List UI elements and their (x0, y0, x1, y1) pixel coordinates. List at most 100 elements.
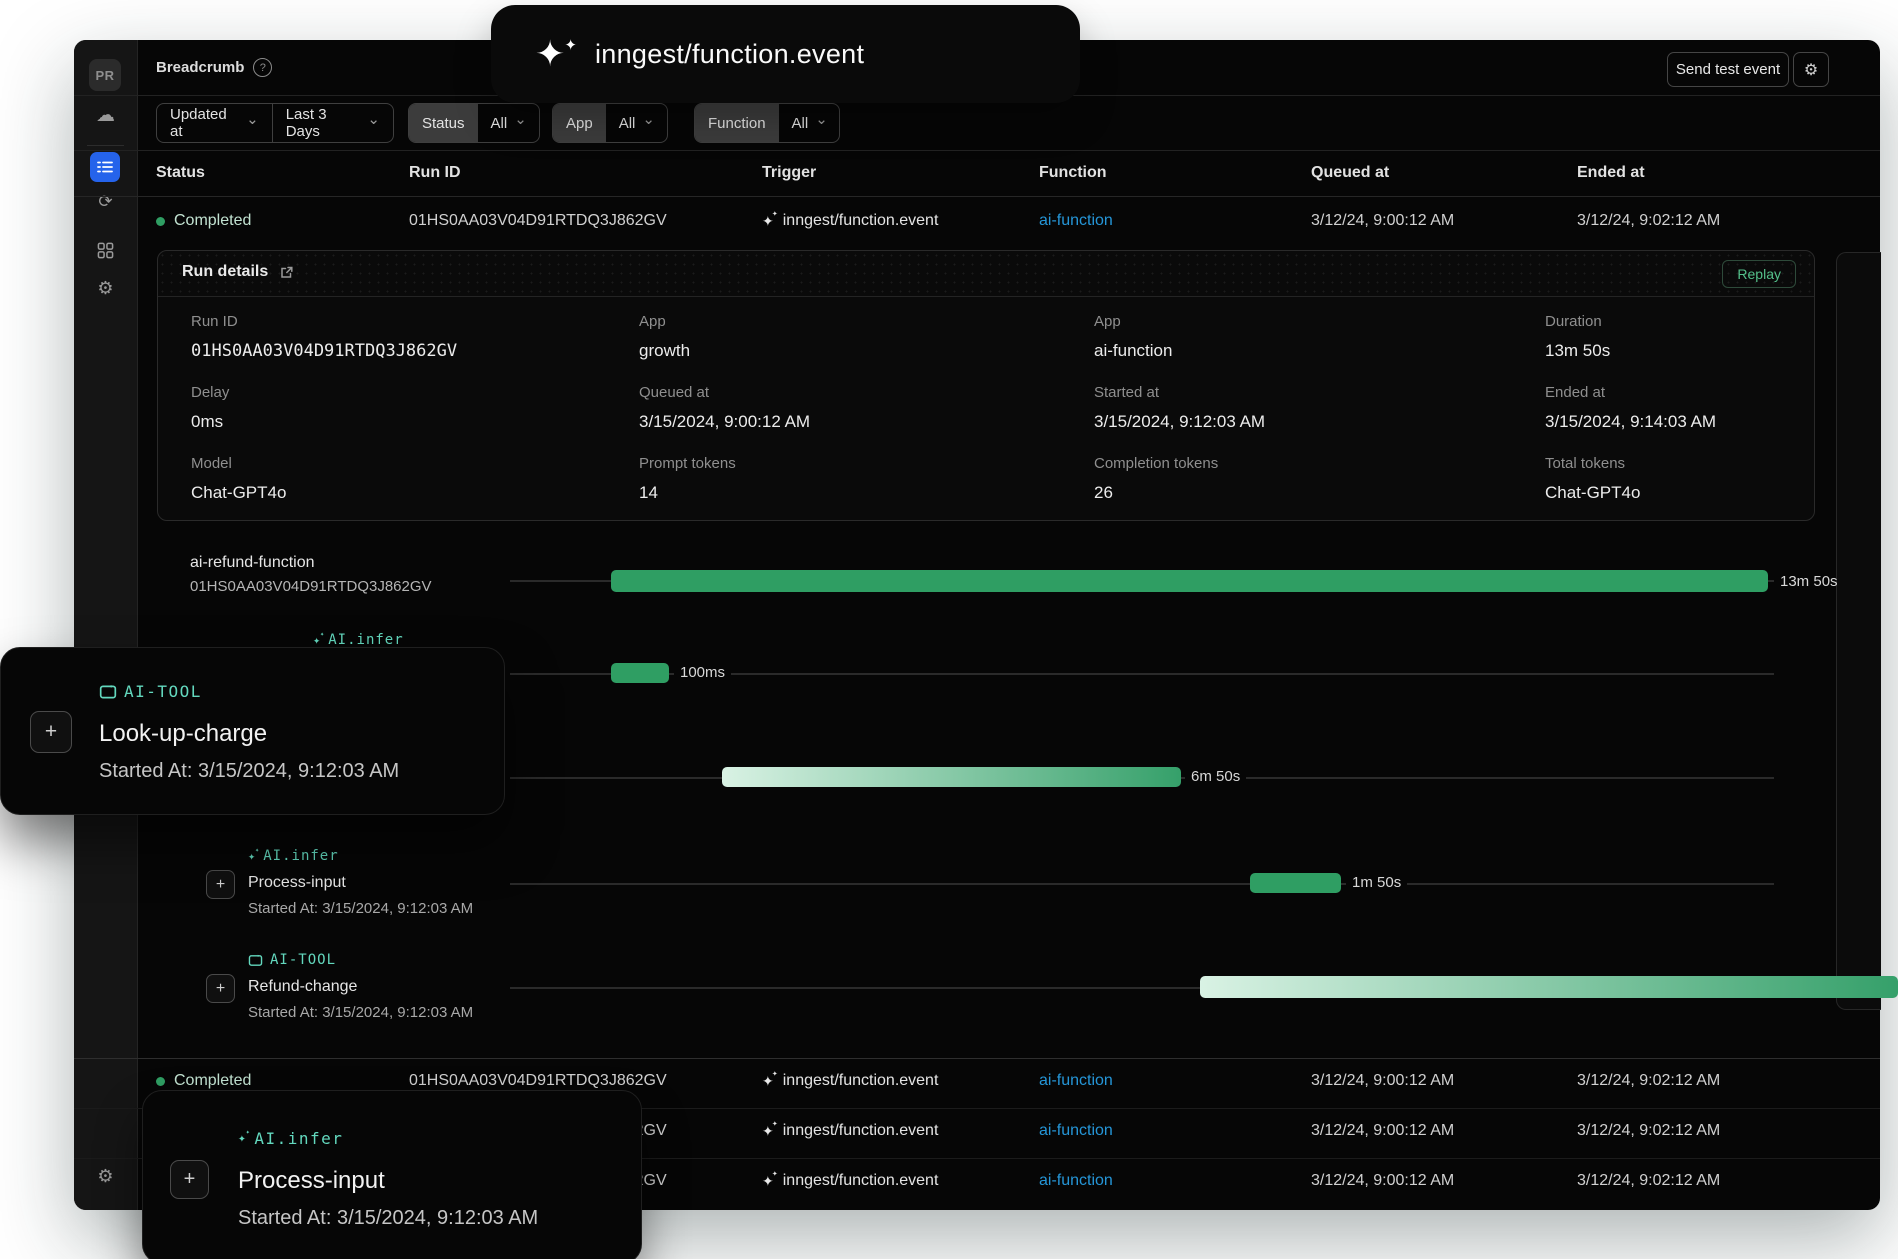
run-trigger: inngest/function.event (782, 1172, 939, 1189)
header-divider (74, 196, 1880, 197)
queued-at: 3/12/24, 9:00:12 AM (1311, 1172, 1455, 1189)
refresh-icon[interactable]: ⟳ (98, 192, 113, 211)
run-id: 01HS0AA03V04D91RTDQ3J862GV (409, 1072, 667, 1089)
field-model: Model Chat-GPT4o (191, 455, 287, 502)
step3-started: Started At: 3/15/2024, 9:12:03 AM (248, 900, 474, 917)
step1-duration: 100ms (674, 664, 732, 681)
sidebar-item-runs[interactable] (90, 152, 120, 182)
run-details-card: Run details Replay Run ID 01HS0AA03V04D9… (157, 250, 1815, 521)
timeline-track (510, 673, 1774, 675)
run-details-header: Run details Replay (158, 251, 1814, 297)
timeline-bar-step2[interactable] (722, 767, 1181, 787)
status-dot (156, 216, 165, 226)
status-filter-label: Status (409, 104, 478, 142)
timeline-track (510, 987, 1774, 989)
timeline-root-duration: 13m 50s (1780, 573, 1838, 590)
row-divider (74, 1108, 1880, 1109)
app-window: PR ☁ ⟳ (74, 40, 1898, 1210)
step4-tag: AI-TOOL (248, 952, 336, 968)
queued-at: 3/12/24, 9:00:12 AM (1311, 1072, 1455, 1089)
tooltip-ai-infer: AI.infer Process-input Started At: 3/15/… (142, 1090, 642, 1259)
tooltip-tag: AI.infer (238, 1128, 343, 1148)
hidden-step-tag: AI.infer (313, 630, 404, 648)
sidebar: PR ☁ ⟳ (74, 40, 138, 1210)
timeline-bar-step4[interactable] (1200, 976, 1898, 998)
field-queued-at: Queued at 3/15/2024, 9:00:12 AM (639, 384, 811, 431)
field-app2: App ai-function (1094, 313, 1173, 360)
status-dot (156, 1076, 165, 1086)
field-delay: Delay 0ms (191, 384, 230, 431)
section-divider (74, 1058, 1880, 1059)
runs-list-icon (97, 161, 113, 173)
tool-icon (99, 684, 117, 698)
sparkle-icon (762, 210, 778, 230)
chevron-down-icon (246, 115, 259, 125)
function-link[interactable]: ai-function (1039, 1072, 1113, 1089)
expand-step-button[interactable] (30, 711, 72, 753)
help-icon[interactable] (253, 58, 273, 77)
field-app: App growth (639, 313, 691, 360)
sparkle-icon (248, 846, 260, 863)
settings-bottom-icon[interactable] (74, 1166, 137, 1187)
sparkle-icon (535, 28, 579, 72)
function-filter-label: Function (695, 104, 779, 142)
chevron-down-icon (642, 115, 655, 125)
apps-grid-icon[interactable] (74, 242, 137, 264)
function-filter[interactable]: Function All (694, 103, 840, 143)
side-panel-edge (1836, 252, 1881, 1010)
sparkle-icon (762, 1070, 778, 1090)
sort-filter[interactable]: Updated at Last 3 Days (156, 103, 394, 143)
row-divider (74, 1158, 1880, 1159)
timeline-bar-step1[interactable] (611, 663, 669, 683)
run-details-title: Run details (182, 263, 269, 280)
cloud-icon[interactable]: ☁ (96, 105, 115, 126)
event-name: inngest/function.event (595, 38, 865, 69)
send-test-event-button[interactable]: Send test event (1667, 52, 1789, 87)
timeline-bar-step3[interactable] (1250, 873, 1341, 893)
status-filter-value: All (490, 114, 508, 132)
step4-name: Refund-change (248, 978, 358, 995)
chevron-down-icon (815, 115, 828, 125)
function-link[interactable]: ai-function (1039, 1122, 1113, 1139)
tooltip-tag: AI-TOOL (99, 682, 202, 701)
expand-step-button[interactable] (206, 870, 235, 899)
col-trigger: Trigger (762, 164, 817, 181)
tooltip-title: Process-input (238, 1167, 385, 1194)
queued-at: 3/12/24, 9:00:12 AM (1311, 1122, 1455, 1139)
run-status: Completed (174, 212, 252, 229)
run-trigger: inngest/function.event (782, 1072, 939, 1089)
tool-icon (248, 954, 263, 966)
col-queued: Queued at (1311, 164, 1390, 181)
workspace-logo[interactable]: PR (89, 59, 121, 91)
settings-icon[interactable] (74, 278, 137, 299)
timeline-function-name: ai-refund-function (190, 554, 315, 571)
range-label: Last 3 Days (285, 106, 327, 140)
tooltip-started: Started At: 3/15/2024, 9:12:03 AM (238, 1207, 539, 1229)
timeline-function-run-id: 01HS0AA03V04D91RTDQ3J862GV (190, 578, 432, 595)
external-link-icon[interactable] (279, 265, 294, 280)
sparkle-icon (762, 1120, 778, 1140)
settings-gear-button[interactable] (1793, 52, 1829, 87)
app-filter-label: App (553, 104, 606, 142)
step3-duration: 1m 50s (1346, 874, 1408, 891)
status-filter[interactable]: Status All (408, 103, 540, 143)
sparkle-icon (762, 1170, 778, 1190)
replay-button[interactable]: Replay (1722, 260, 1796, 288)
expand-step-button[interactable] (206, 974, 235, 1003)
field-started-at: Started at 3/15/2024, 9:12:03 AM (1094, 384, 1266, 431)
field-ended-at: Ended at 3/15/2024, 9:14:03 AM (1545, 384, 1717, 431)
function-link[interactable]: ai-function (1039, 212, 1113, 229)
function-link[interactable]: ai-function (1039, 1172, 1113, 1189)
queued-at: 3/12/24, 9:00:12 AM (1311, 212, 1455, 229)
timeline-track (510, 883, 1774, 885)
expand-step-button[interactable] (170, 1160, 209, 1199)
filters-divider (74, 150, 1880, 151)
field-prompt-tokens: Prompt tokens 14 (639, 455, 736, 502)
app-filter[interactable]: App All (552, 103, 668, 143)
run-id: 01HS0AA03V04D91RTDQ3J862GV (409, 212, 667, 229)
ended-at: 3/12/24, 9:02:12 AM (1577, 1072, 1721, 1089)
field-run-id: Run ID 01HS0AA03V04D91RTDQ3J862GV (191, 313, 458, 361)
ended-at: 3/12/24, 9:02:12 AM (1577, 212, 1721, 229)
timeline-bar-root[interactable] (611, 570, 1768, 592)
col-run-id: Run ID (409, 164, 461, 181)
